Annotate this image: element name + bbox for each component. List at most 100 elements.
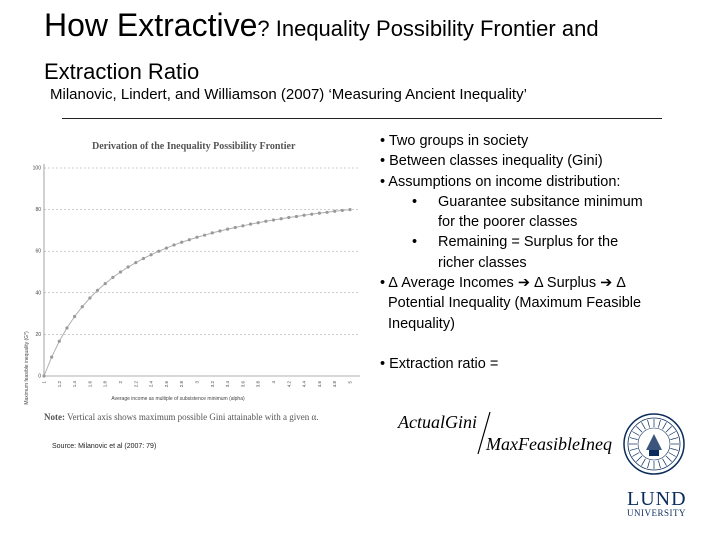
seal-ray xyxy=(636,455,643,462)
bullet-delta-cont-1: Potential Inequality (Maximum Feasible xyxy=(388,295,642,312)
data-point xyxy=(226,227,230,231)
x-tick-label: 2.4 xyxy=(149,381,154,388)
data-point xyxy=(317,211,321,215)
x-tick-label: 5 xyxy=(348,381,353,384)
data-point xyxy=(302,213,306,217)
chart-axes xyxy=(43,164,360,377)
x-tick-label: 1.8 xyxy=(103,381,108,388)
figure-source: Source: Milanovic et al (2007: 79) xyxy=(52,443,157,450)
bullet-extraction-ratio: • Extraction ratio = xyxy=(380,356,499,372)
subtitle: Milanovic, Lindert, and Williamson (2007… xyxy=(50,86,527,103)
frontier-points xyxy=(42,208,352,378)
x-tick-label: 1.4 xyxy=(72,381,77,388)
seal-ray xyxy=(670,448,679,451)
y-tick-label: 40 xyxy=(35,290,41,296)
data-point xyxy=(241,224,245,228)
data-point xyxy=(256,221,260,225)
data-point xyxy=(164,246,168,250)
x-tick-label: 4.6 xyxy=(317,381,322,388)
x-tick-label: 2 xyxy=(118,381,123,384)
data-point xyxy=(57,339,61,343)
x-tick-label: 4.8 xyxy=(332,381,337,388)
x-tick-label: 3 xyxy=(195,381,200,384)
seal-ray xyxy=(670,437,679,440)
data-point xyxy=(180,240,184,244)
y-tick-label: 0 xyxy=(38,374,41,380)
x-tick-label: 3.2 xyxy=(210,381,215,388)
seal-ray xyxy=(658,460,661,469)
data-point xyxy=(310,212,314,216)
data-point xyxy=(88,296,92,300)
sub-bullet-text: Guarantee subsitance minimum xyxy=(438,193,643,210)
data-point xyxy=(340,208,344,213)
data-point xyxy=(95,288,100,292)
sub-bullet-subsistence-cont: for the poorer classes xyxy=(438,214,578,231)
y-tick-label: 80 xyxy=(35,207,41,213)
data-point xyxy=(333,209,337,213)
x-tick-label: 1 xyxy=(42,381,47,384)
data-point xyxy=(134,261,138,265)
x-tick-label: 4.2 xyxy=(286,381,291,388)
seal-ray xyxy=(647,460,650,469)
data-point xyxy=(271,218,276,222)
bullet-list: • Two groups in society • Between classe… xyxy=(380,131,700,334)
data-point xyxy=(218,229,222,233)
y-tick-label: 60 xyxy=(35,249,41,255)
logo-subtitle: UNIVERSITY xyxy=(627,508,686,518)
data-point xyxy=(141,256,146,261)
data-point xyxy=(325,210,329,214)
title-rest: ? Inequality Possibility Frontier and xyxy=(257,16,599,41)
bullet-delta-cont-2: Inequality) xyxy=(388,315,455,332)
divider xyxy=(62,118,662,119)
chart-grid xyxy=(44,167,360,335)
seal-ray xyxy=(665,426,672,433)
data-point xyxy=(42,374,46,378)
data-point xyxy=(65,326,69,330)
title-line2: Extraction Ratio xyxy=(44,59,200,84)
data-point xyxy=(172,243,176,247)
sub-bullet-surplus: • Remaining = Surplus for the xyxy=(380,232,700,252)
bullet-assumptions: • Assumptions on income distribution: xyxy=(380,173,621,190)
x-tick-label: 3.8 xyxy=(256,381,261,388)
sub-bullet-subsistence: • Guarantee subsitance minimum xyxy=(380,192,700,212)
data-point xyxy=(73,314,77,319)
seal-ray xyxy=(632,452,640,457)
data-point xyxy=(118,270,123,274)
data-point xyxy=(210,231,214,235)
data-point xyxy=(264,219,268,223)
x-axis-label: Average income as multiple of subsistenc… xyxy=(111,396,245,402)
data-point xyxy=(195,235,199,239)
seal-ray xyxy=(662,458,667,466)
y-axis-label: Maximum feasible inequality (G*) xyxy=(24,331,30,405)
seal-ray xyxy=(641,422,646,430)
chart-title: Derivation of the Inequality Possibility… xyxy=(92,141,296,152)
y-tick-label: 20 xyxy=(35,332,41,338)
x-tick-label: 1.6 xyxy=(87,381,92,388)
slide-title: How Extractive? Inequality Possibility F… xyxy=(44,6,704,87)
note-text: Vertical axis shows maximum possible Gin… xyxy=(65,412,319,422)
data-point xyxy=(287,215,291,220)
sub-bullet-dot: • xyxy=(412,193,418,210)
x-tick-label: 3.4 xyxy=(225,381,230,388)
university-seal-icon xyxy=(623,413,685,475)
data-point xyxy=(80,305,84,309)
inequality-frontier-chart: 0 20 40 60 80 100 1 1.2 1.4 1.6 1.8 2 2.2 2.4 2.6 2.8 3… xyxy=(20,128,372,452)
data-point xyxy=(111,275,115,280)
y-tick-label: 100 xyxy=(33,166,42,172)
bullet-two-groups: • Two groups in society xyxy=(380,133,529,149)
data-point xyxy=(126,265,130,269)
data-point xyxy=(103,282,107,286)
data-point xyxy=(187,238,191,242)
data-point xyxy=(149,253,153,257)
x-tick-label: 1.2 xyxy=(57,381,62,388)
data-point xyxy=(348,208,352,212)
x-tick-label: 4 xyxy=(271,381,276,384)
formula-denominator: MaxFeasibleIneq xyxy=(486,434,612,454)
data-point xyxy=(248,222,253,226)
title-main: How Extractive xyxy=(44,7,258,43)
formula-slash xyxy=(477,411,491,455)
formula-numerator: ActualGini xyxy=(398,412,477,432)
seal-ray xyxy=(665,455,672,462)
sub-bullet-text: Remaining = Surplus for the xyxy=(438,234,619,251)
data-point xyxy=(279,217,283,221)
